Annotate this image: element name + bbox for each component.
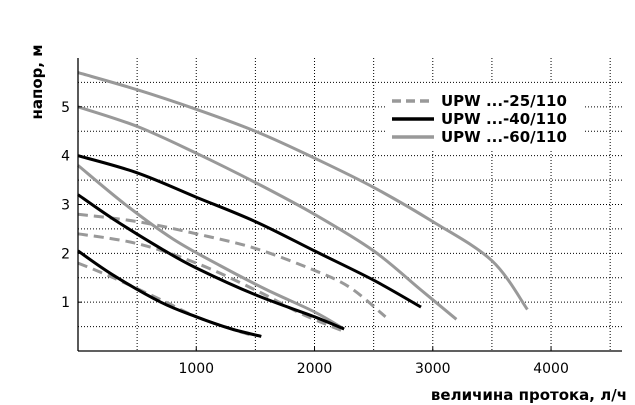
series-line-legend1-speed1 bbox=[77, 249, 262, 338]
series-line-legend2-speed1 bbox=[77, 164, 345, 331]
tick-labels: 1000 2000 3000 4000 1 2 3 4 5 bbox=[61, 100, 569, 377]
series-line-legend0-speed3 bbox=[77, 212, 387, 318]
series-line-legend2-speed3 bbox=[77, 71, 529, 311]
x-axis-label: величина протока, л/ч bbox=[431, 386, 627, 404]
series-line-legend0-speed2 bbox=[77, 232, 345, 333]
x-tick-label: 1000 bbox=[178, 361, 214, 377]
y-tick-label: 1 bbox=[61, 295, 70, 311]
legend-label: UPW ...-60/110 bbox=[441, 128, 567, 146]
y-axis-label: напор, м bbox=[28, 44, 46, 119]
axes bbox=[77, 58, 622, 352]
series-line-legend0-speed1 bbox=[77, 261, 256, 338]
x-tick-label: 4000 bbox=[533, 361, 569, 377]
series-group bbox=[77, 71, 529, 338]
x-tick-label: 3000 bbox=[415, 361, 451, 377]
x-tick-label: 2000 bbox=[297, 361, 333, 377]
y-tick-label: 4 bbox=[61, 149, 70, 165]
y-tick-label: 5 bbox=[61, 100, 70, 116]
series-line-legend2-speed2 bbox=[77, 105, 458, 321]
y-tick-label: 2 bbox=[61, 246, 70, 262]
legend-label: UPW ...-25/110 bbox=[441, 92, 567, 110]
legend-label: UPW ...-40/110 bbox=[441, 110, 567, 128]
series-line-legend1-speed2 bbox=[77, 193, 345, 331]
series-line-legend1-speed3 bbox=[77, 154, 422, 309]
y-tick-label: 3 bbox=[61, 198, 70, 214]
